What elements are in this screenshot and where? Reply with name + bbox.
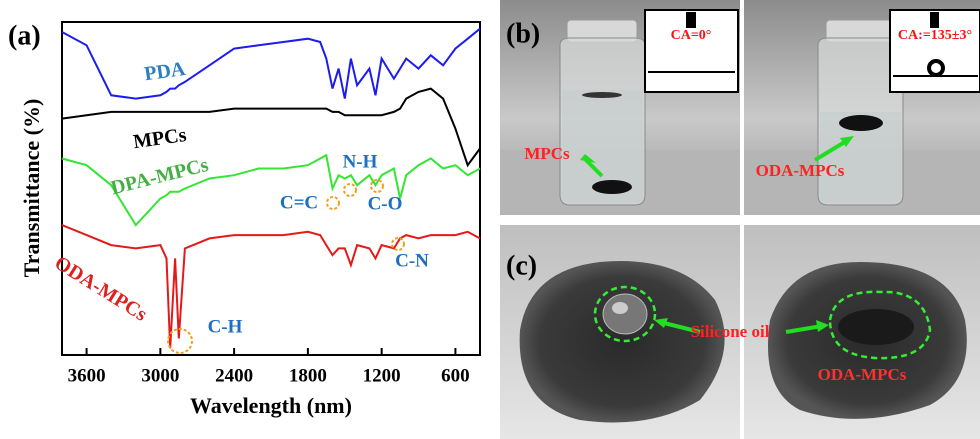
x-tick-label: 1200 bbox=[363, 365, 401, 386]
photo-c-right bbox=[744, 225, 980, 439]
peak-annotation: C-N bbox=[395, 250, 429, 271]
panel-label: (a) bbox=[8, 20, 41, 51]
liquid-label: Silicone oil bbox=[691, 322, 770, 341]
peak-annotation: C-H bbox=[208, 316, 243, 337]
peak-annotation: C-O bbox=[368, 193, 403, 214]
contact-angle: CA=0° bbox=[671, 28, 712, 43]
sample-label: ODA-MPCs bbox=[756, 161, 845, 180]
x-tick-label: 2400 bbox=[215, 365, 253, 386]
panel-label: (b) bbox=[506, 18, 540, 49]
contact-angle: CA:=135±3° bbox=[898, 28, 972, 43]
y-axis-label: Transmittance (%) bbox=[19, 99, 44, 278]
x-tick-label: 600 bbox=[441, 365, 470, 386]
x-axis-label: Wavelength (nm) bbox=[190, 393, 352, 418]
x-tick-label: 3600 bbox=[68, 365, 106, 386]
x-tick-label: 3000 bbox=[141, 365, 179, 386]
sample-label: ODA-MPCs bbox=[818, 365, 907, 384]
figure: (a) Wavelength (nm) Transmittance (%) (b… bbox=[0, 0, 980, 439]
sample-label: MPCs bbox=[524, 144, 570, 163]
panel-label: (c) bbox=[506, 250, 537, 281]
peak-annotation: C=C bbox=[280, 192, 318, 213]
peak-annotation: N-H bbox=[343, 151, 378, 172]
x-tick-label: 1800 bbox=[289, 365, 327, 386]
